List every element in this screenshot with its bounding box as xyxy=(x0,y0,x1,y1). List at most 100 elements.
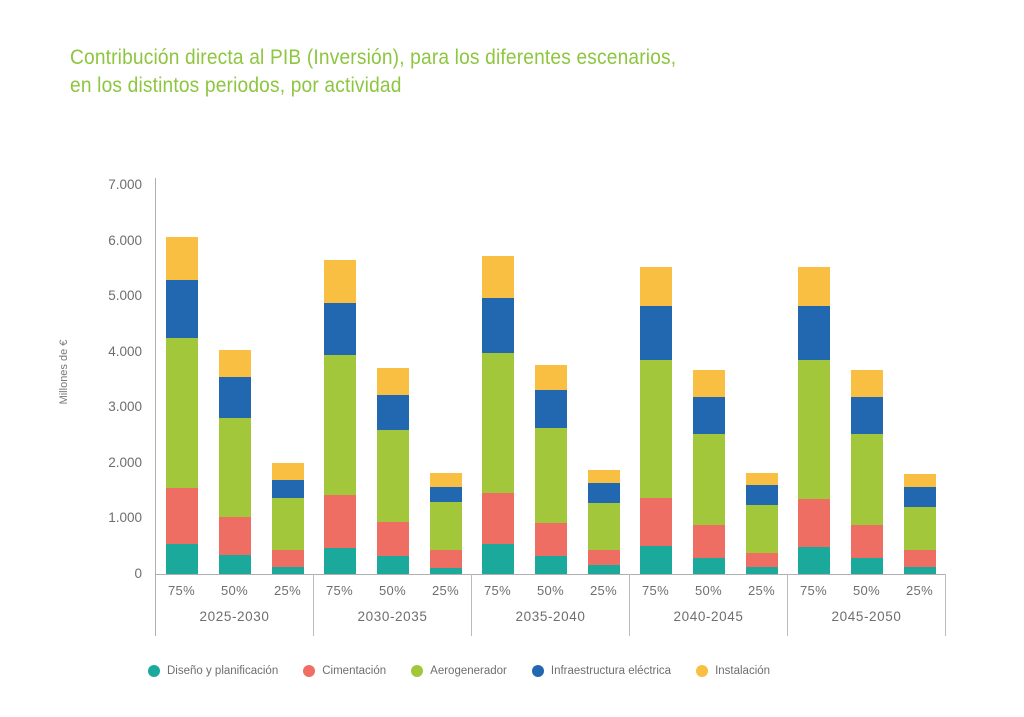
scenario-label: 75% xyxy=(168,583,195,598)
bar-segment-cimentacion xyxy=(535,522,567,557)
stacked-bar-2030-2035-50 xyxy=(377,368,409,574)
legend-label: Aerogenerador xyxy=(430,665,507,677)
bar-segment-instalacion xyxy=(904,474,936,488)
x-axis-group-box: 75% 50% 25% 2035-2040 xyxy=(472,574,630,636)
bar-segment-diseno-y-planificacion xyxy=(640,546,672,574)
bars-row xyxy=(630,185,788,574)
y-axis-tick-label: 1.000 xyxy=(108,510,142,526)
scenario-label: 75% xyxy=(642,583,669,598)
x-axis-group-box: 75% 50% 25% 2040-2045 xyxy=(630,574,788,636)
stacked-bar-2035-2040-25 xyxy=(588,470,620,574)
bar-segment-diseno-y-planificacion xyxy=(746,567,778,574)
bar-segment-cimentacion xyxy=(166,488,198,544)
legend-dot-icon xyxy=(303,665,316,677)
bar-segment-cimentacion xyxy=(640,497,672,547)
stacked-bar-2035-2040-75 xyxy=(482,256,514,574)
y-axis-tick-label: 5.000 xyxy=(108,288,142,304)
bar-segment-infraestructura-electrica xyxy=(324,302,356,355)
bar-segment-infraestructura-electrica xyxy=(640,306,672,361)
bar-segment-diseno-y-planificacion xyxy=(482,544,514,574)
stacked-bar-2035-2040-50 xyxy=(535,365,567,574)
bar-segment-cimentacion xyxy=(798,498,830,547)
bar-segment-aerogenerador xyxy=(272,497,304,550)
bar-segment-instalacion xyxy=(430,472,462,487)
period-label: 2025-2030 xyxy=(199,609,270,624)
bar-segment-instalacion xyxy=(219,349,251,377)
stacked-bar-2045-2050-25 xyxy=(904,474,936,574)
scenario-label: 50% xyxy=(221,583,248,598)
bar-segment-instalacion xyxy=(851,369,883,397)
bar-segment-diseno-y-planificacion xyxy=(588,565,620,574)
bar-segment-instalacion xyxy=(535,365,567,390)
period-label: 2040-2045 xyxy=(673,609,744,624)
bar-segment-diseno-y-planificacion xyxy=(798,546,830,574)
bar-segment-cimentacion xyxy=(430,550,462,569)
bar-segment-aerogenerador xyxy=(535,427,567,523)
x-axis-group-box: 75% 50% 25% 2045-2050 xyxy=(788,574,946,636)
scenario-label: 75% xyxy=(800,583,827,598)
bar-segment-aerogenerador xyxy=(588,502,620,551)
stacked-bar-2030-2035-25 xyxy=(430,472,462,574)
bar-segment-diseno-y-planificacion xyxy=(324,547,356,574)
bar-segment-cimentacion xyxy=(904,550,936,567)
bar-segment-cimentacion xyxy=(272,549,304,567)
bar-segment-infraestructura-electrica xyxy=(272,480,304,498)
bar-group-2030-2035: 75% 50% 25% 2030-2035 xyxy=(314,185,472,636)
bar-segment-aerogenerador xyxy=(324,354,356,496)
bar-segment-diseno-y-planificacion xyxy=(535,556,567,574)
legend: Diseño y planificación Cimentación Aerogen… xyxy=(148,665,770,677)
scenario-labels-row: 75% 50% 25% xyxy=(788,583,945,598)
bar-segment-aerogenerador xyxy=(746,505,778,553)
x-axis-group-box: 75% 50% 25% 2025-2030 xyxy=(156,574,314,636)
y-axis-tick-label: 3.000 xyxy=(108,399,142,415)
scenario-labels-row: 75% 50% 25% xyxy=(314,583,471,598)
y-axis-tick-label: 7.000 xyxy=(108,177,142,192)
bar-segment-aerogenerador xyxy=(798,360,830,499)
bar-segment-instalacion xyxy=(482,256,514,298)
bar-group-2045-2050: 75% 50% 25% 2045-2050 xyxy=(788,185,946,636)
bar-segment-aerogenerador xyxy=(482,352,514,493)
bar-segment-infraestructura-electrica xyxy=(746,485,778,506)
bar-segment-aerogenerador xyxy=(430,501,462,551)
bar-segment-cimentacion xyxy=(219,516,251,556)
bar-segment-diseno-y-planificacion xyxy=(430,568,462,574)
bar-segment-infraestructura-electrica xyxy=(482,297,514,353)
bar-segment-diseno-y-planificacion xyxy=(904,566,936,574)
legend-dot-icon xyxy=(148,665,160,677)
legend-item-cimentacion: Cimentación xyxy=(303,665,386,677)
scenario-labels-row: 75% 50% 25% xyxy=(472,583,629,598)
bar-segment-aerogenerador xyxy=(693,433,725,525)
scenario-label: 50% xyxy=(537,583,564,598)
bar-segment-aerogenerador xyxy=(851,433,883,525)
scenario-label: 25% xyxy=(432,583,459,598)
stacked-bar-2040-2045-25 xyxy=(746,473,778,574)
scenario-label: 25% xyxy=(748,583,775,598)
bar-group-2040-2045: 75% 50% 25% 2040-2045 xyxy=(630,185,788,636)
bars-row xyxy=(314,185,472,574)
scenario-label: 25% xyxy=(906,583,933,598)
bar-segment-infraestructura-electrica xyxy=(693,396,725,434)
bar-segment-cimentacion xyxy=(377,521,409,557)
bar-segment-diseno-y-planificacion xyxy=(272,566,304,574)
scenario-label: 50% xyxy=(379,583,406,598)
legend-item-infraestructura-electrica: Infraestructura eléctrica xyxy=(531,665,671,677)
bar-segment-diseno-y-planificacion xyxy=(693,557,725,574)
bars-row xyxy=(472,185,630,574)
y-axis-tick-label: 6.000 xyxy=(108,232,142,248)
bar-segment-infraestructura-electrica xyxy=(377,395,409,430)
bar-segment-diseno-y-planificacion xyxy=(166,544,198,574)
legend-item-diseno-y-planificacion: Diseño y planificación xyxy=(148,665,278,677)
bar-group-2035-2040: 75% 50% 25% 2035-2040 xyxy=(472,185,630,636)
period-label: 2045-2050 xyxy=(831,609,902,624)
bar-segment-diseno-y-planificacion xyxy=(377,556,409,574)
bars-row xyxy=(788,185,946,574)
scenario-labels-row: 75% 50% 25% xyxy=(156,583,313,598)
legend-dot-icon xyxy=(531,665,544,677)
bar-segment-infraestructura-electrica xyxy=(851,396,883,434)
scenario-label: 50% xyxy=(853,583,880,598)
bar-segment-instalacion xyxy=(272,463,304,481)
period-label: 2030-2035 xyxy=(357,609,428,624)
bars-row xyxy=(156,185,314,574)
bar-segment-infraestructura-electrica xyxy=(798,306,830,361)
